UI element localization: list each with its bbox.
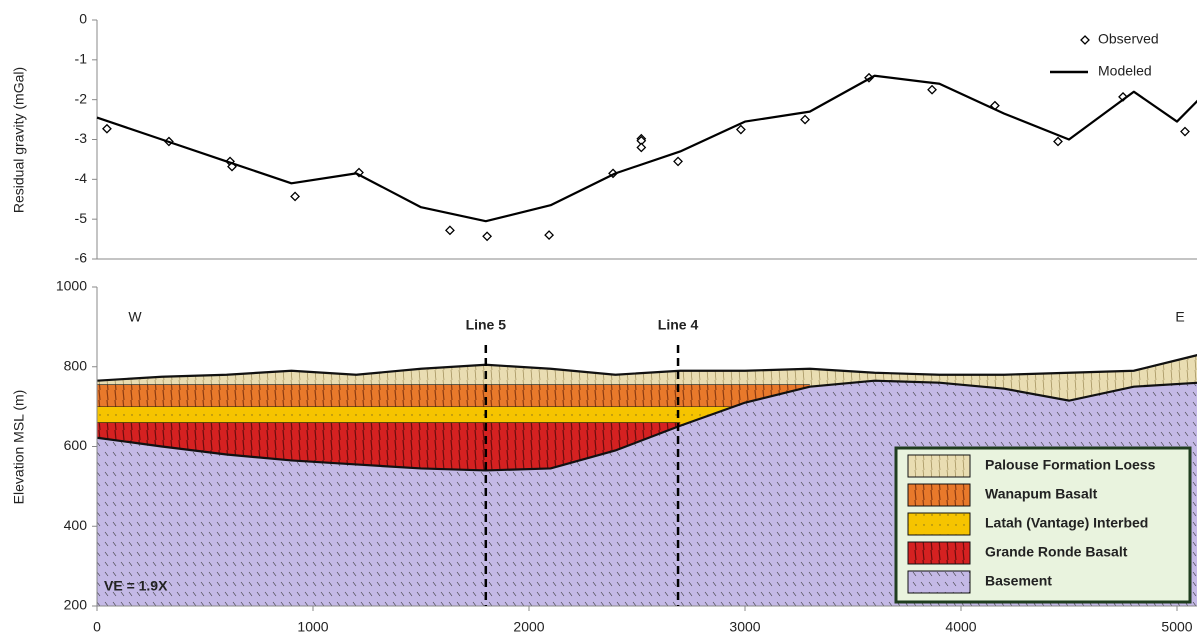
x-tick-label: 0	[93, 619, 101, 635]
y-tick-label: -1	[75, 51, 88, 67]
y-tick-label: -3	[75, 130, 88, 146]
annotation: E	[1175, 309, 1184, 325]
legend-label: Observed	[1098, 31, 1159, 47]
observed-point	[545, 231, 553, 239]
observed-point	[103, 125, 111, 133]
y-axis-label: Residual gravity (mGal)	[11, 67, 27, 213]
legend-label: Palouse Formation Loess	[985, 457, 1156, 473]
x-tick-label: 1000	[297, 619, 328, 635]
y-tick-label: -6	[75, 250, 88, 266]
x-tick-label: 5000	[1161, 619, 1192, 635]
section-label: Line 4	[658, 317, 699, 333]
y-tick-label: -2	[75, 90, 88, 106]
observed-point	[1054, 137, 1062, 145]
y-tick-label: -5	[75, 210, 88, 226]
legend-swatch	[908, 484, 970, 506]
legend-label: Wanapum Basalt	[985, 486, 1098, 502]
y-tick-label: 0	[79, 11, 87, 27]
observed-point	[446, 226, 454, 234]
legend-label: Modeled	[1098, 63, 1152, 79]
observed-point	[674, 157, 682, 165]
observed-point	[1181, 128, 1189, 136]
figure: 0 -1 -2 -3 -4 -5 -6 Residual gravity (mGal) Obse…	[0, 0, 1197, 638]
x-tick-label: 2000	[513, 619, 544, 635]
y-axis-label: Elevation MSL (m)	[11, 390, 27, 505]
legend-label: Basement	[985, 573, 1052, 589]
annotation: W	[128, 309, 142, 325]
observed-point	[483, 232, 491, 240]
observed-point	[291, 192, 299, 200]
observed-point	[928, 86, 936, 94]
y-tick-label: 1000	[56, 278, 87, 294]
observed-point	[801, 116, 809, 124]
legend-swatch	[908, 542, 970, 564]
x-tick-label: 3000	[729, 619, 760, 635]
y-tick-label: -4	[75, 170, 88, 186]
legend-swatch	[908, 455, 970, 477]
observed-point	[637, 143, 645, 151]
y-tick-label: 600	[64, 437, 88, 453]
legend-label: Latah (Vantage) Interbed	[985, 515, 1148, 531]
y-tick-label: 800	[64, 357, 88, 373]
y-tick-label: 200	[64, 597, 88, 613]
observed-point	[737, 126, 745, 134]
annotation: VE = 1.9X	[104, 578, 168, 594]
modeled-line	[97, 76, 1197, 221]
y-tick-label: 400	[64, 517, 88, 533]
legend-swatch	[908, 571, 970, 593]
legend-swatch	[908, 513, 970, 535]
x-tick-label: 4000	[945, 619, 976, 635]
legend-label: Grande Ronde Basalt	[985, 544, 1128, 560]
section-label: Line 5	[466, 317, 507, 333]
legend-marker	[1081, 36, 1089, 44]
